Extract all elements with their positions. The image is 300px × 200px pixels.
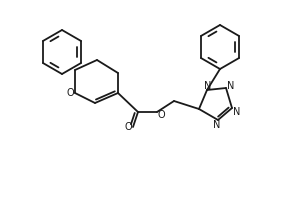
Text: N: N [227,81,235,91]
Text: N: N [204,81,212,91]
Text: N: N [213,120,221,130]
Text: O: O [66,88,74,98]
Text: N: N [233,107,241,117]
Text: O: O [157,110,165,120]
Text: O: O [124,122,132,132]
